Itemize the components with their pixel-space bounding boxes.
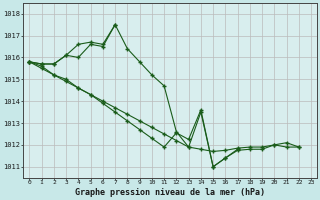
X-axis label: Graphe pression niveau de la mer (hPa): Graphe pression niveau de la mer (hPa)	[75, 188, 265, 197]
